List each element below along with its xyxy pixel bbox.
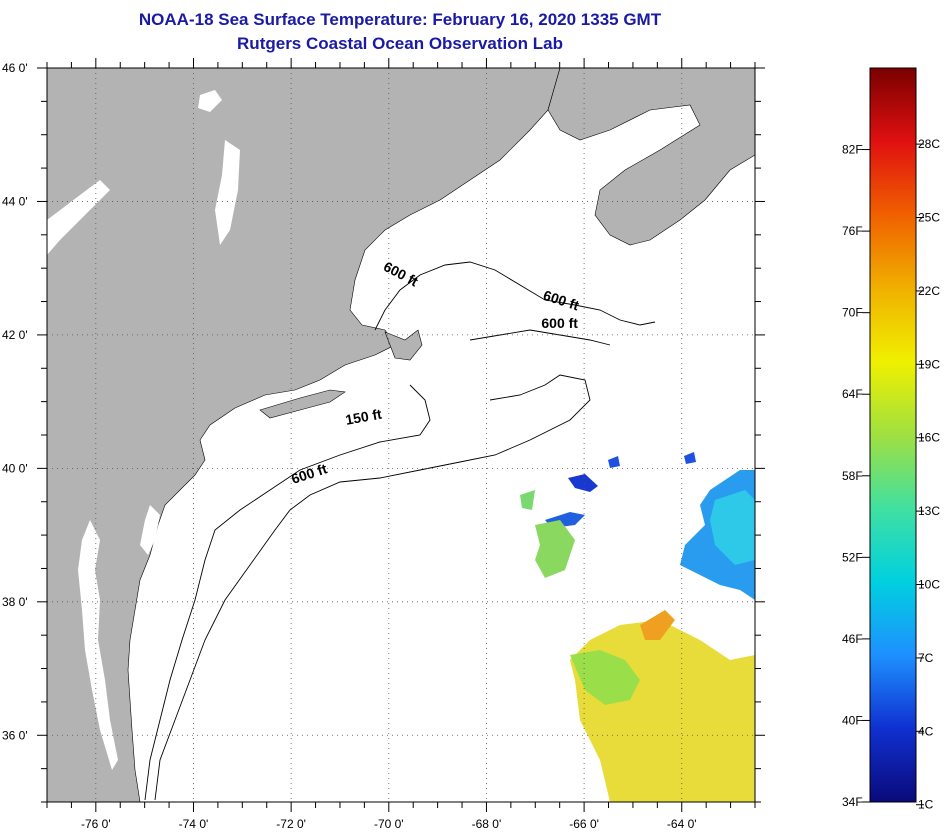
colorbar-f-label: 34F xyxy=(842,795,863,809)
sst-patch-blue-north xyxy=(568,474,598,492)
sst-patch-green xyxy=(570,650,640,705)
lon-tick-label: -72 0' xyxy=(276,817,306,831)
lake-champlain xyxy=(47,180,110,255)
lat-tick-label: 46 0' xyxy=(2,61,28,75)
celsius-labels: 28C 25C 22C 19C 16C 13C 10C 7C 4C 1C xyxy=(916,137,940,812)
lat-tick-label: 44 0' xyxy=(2,194,28,208)
colorbar-f-label: 82F xyxy=(842,143,863,157)
map-title: NOAA-18 Sea Surface Temperature: Februar… xyxy=(138,10,662,29)
fahrenheit-labels: 82F 76F 70F 64F 58F 52F 46F 40F 34F xyxy=(842,143,870,809)
cape-cod-land xyxy=(384,329,423,361)
contour-label: 150 ft xyxy=(344,406,383,428)
colorbar-f-label: 40F xyxy=(842,713,863,727)
colorbar-c-label: 10C xyxy=(918,578,940,592)
sst-patch-small-blue xyxy=(608,456,620,468)
colorbar-f-label: 58F xyxy=(842,469,863,483)
lon-tick-label: -70 0' xyxy=(374,817,404,831)
latitude-labels: 46 0' 44 0' 42 0' 40 0' 38 0' 36 0' xyxy=(2,61,28,742)
longitude-labels: -76 0' -74 0' -72 0' -70 0' -68 0' -66 0' -64 … xyxy=(81,817,697,831)
nova-scotia-land xyxy=(547,67,756,246)
lat-tick-label: 36 0' xyxy=(2,728,28,742)
colorbar-f-label: 76F xyxy=(842,224,863,238)
colorbar-c-label: 22C xyxy=(918,284,940,298)
lon-tick-label: -68 0' xyxy=(472,817,502,831)
lake xyxy=(198,90,222,112)
bathymetry-contour-150ft xyxy=(144,384,431,801)
lon-tick-label: -76 0' xyxy=(81,817,111,831)
lat-tick-label: 40 0' xyxy=(2,461,28,475)
sst-patch-cyan-east xyxy=(710,490,755,565)
colorbar-gradient xyxy=(869,67,917,803)
delaware-bay xyxy=(140,505,160,555)
colorbar-c-label: 4C xyxy=(918,724,934,738)
sst-patch-green-mid xyxy=(535,520,575,578)
colorbar-f-label: 70F xyxy=(842,306,863,320)
colorbar-c-label: 19C xyxy=(918,357,940,371)
bathymetry-contour-georges xyxy=(469,329,611,346)
sst-patch-small-blue xyxy=(684,452,696,464)
lake xyxy=(215,140,240,245)
temperature-colorbar: 82F 76F 70F 64F 58F 52F 46F 40F 34F 28C 25C 22C 19C… xyxy=(842,67,940,812)
colorbar-f-label: 46F xyxy=(842,632,863,646)
colorbar-c-label: 25C xyxy=(918,211,940,225)
lat-tick-label: 38 0' xyxy=(2,595,28,609)
lon-tick-label: -64 0' xyxy=(667,817,697,831)
sst-patch-small-green xyxy=(520,490,535,510)
colorbar-c-label: 1C xyxy=(918,798,934,812)
chesapeake-bay xyxy=(78,520,118,770)
sst-patch-orange xyxy=(640,610,675,640)
map-subtitle: Rutgers Coastal Ocean Observation Lab xyxy=(237,34,563,53)
bathymetry-contour-600ft xyxy=(154,374,591,801)
lat-tick-label: 42 0' xyxy=(2,328,28,342)
us-mainland-land xyxy=(46,67,561,803)
axis-ticks xyxy=(37,58,765,812)
colorbar-c-label: 28C xyxy=(918,137,940,151)
bathymetry-contour-gulf-maine xyxy=(374,261,656,331)
contour-label: 600 ft xyxy=(541,315,578,331)
lon-tick-label: -74 0' xyxy=(179,817,209,831)
colorbar-c-label: 7C xyxy=(918,651,934,665)
colorbar-f-label: 64F xyxy=(842,387,863,401)
long-island-land xyxy=(259,389,346,419)
lon-tick-label: -66 0' xyxy=(569,817,599,831)
colorbar-c-label: 13C xyxy=(918,504,940,518)
colorbar-c-label: 16C xyxy=(918,431,940,445)
colorbar-f-label: 52F xyxy=(842,550,863,564)
